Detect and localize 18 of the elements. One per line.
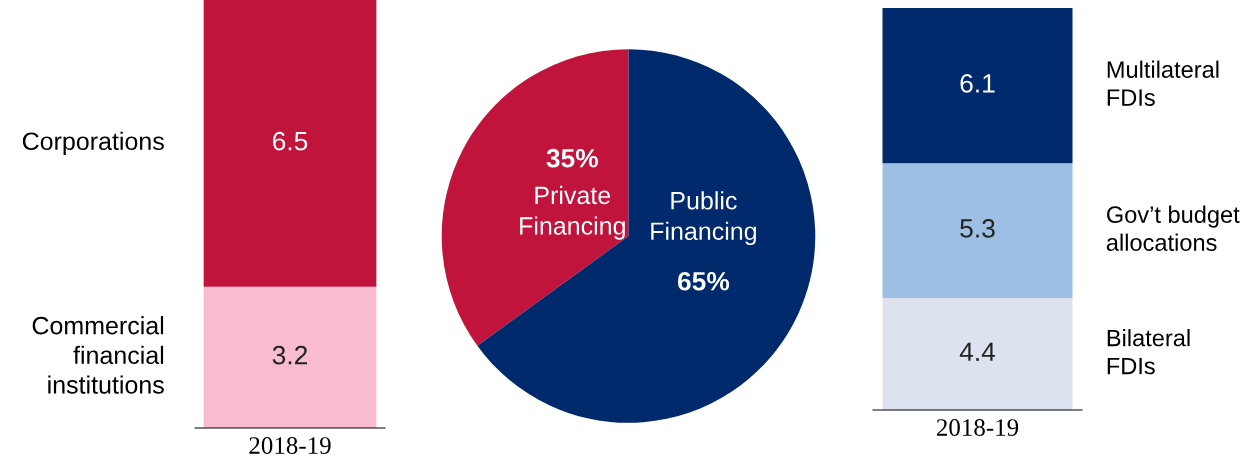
series-label: Multilateral FDIs — [1107, 60, 1219, 106]
slice-label: Private Financing — [520, 185, 625, 240]
data-label: 3.2 — [272, 345, 308, 365]
series-label: Commercial financial institutions — [32, 316, 164, 394]
slice-label: Public Financing — [651, 191, 756, 246]
data-label: 6.1 — [960, 74, 995, 93]
pie-slice — [441, 49, 629, 346]
pie-slice — [477, 49, 816, 423]
series-label: Corporations — [22, 131, 164, 156]
series-label: Gov’t budget allocations — [1106, 205, 1240, 251]
data-label: 6.5 — [273, 131, 308, 151]
data-label: 4.4 — [959, 342, 996, 361]
x-tick-label: 2018-19 — [249, 437, 331, 454]
data-label: 35% — [546, 148, 598, 168]
data-label: 65% — [677, 271, 730, 291]
data-label: 5.3 — [960, 219, 995, 238]
x-tick-label: 2018-19 — [936, 419, 1019, 436]
series-label: Bilateral FDIs — [1107, 329, 1190, 375]
